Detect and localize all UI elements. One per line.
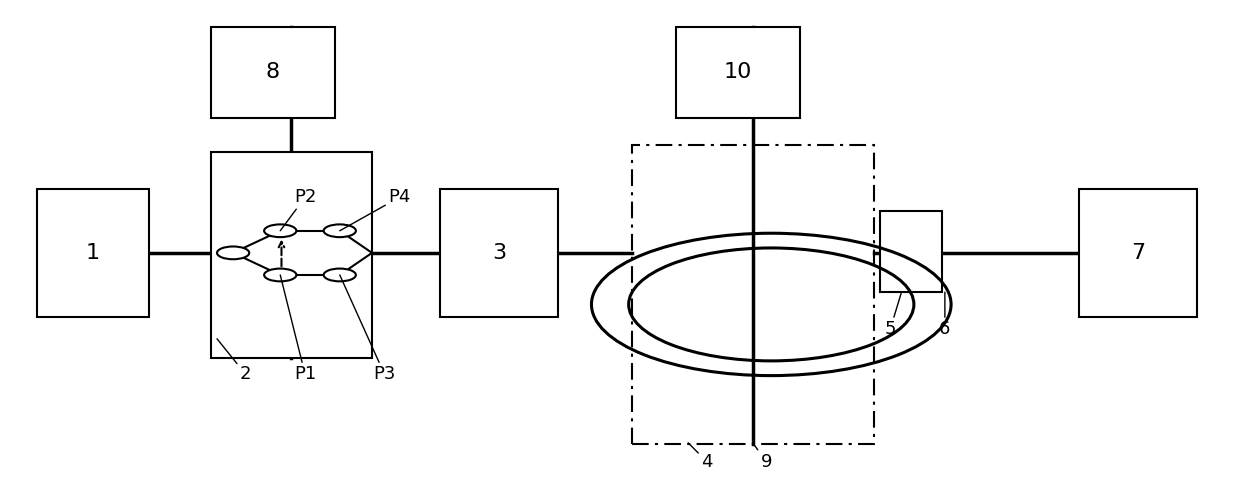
Text: 5: 5 — [884, 292, 901, 338]
Circle shape — [217, 246, 249, 259]
Text: P1: P1 — [280, 275, 316, 383]
Bar — [1079, 189, 1197, 317]
Text: 8: 8 — [265, 62, 280, 82]
Text: 1: 1 — [86, 243, 100, 263]
Bar — [632, 145, 874, 444]
Text: 10: 10 — [724, 62, 751, 82]
Circle shape — [264, 269, 296, 281]
Bar — [37, 189, 149, 317]
Text: 9: 9 — [753, 443, 773, 470]
Bar — [880, 211, 942, 292]
Bar — [676, 27, 800, 118]
Text: P3: P3 — [340, 275, 396, 383]
Circle shape — [324, 224, 356, 237]
Bar — [440, 189, 558, 317]
Text: 7: 7 — [1131, 243, 1145, 263]
Text: P2: P2 — [280, 189, 316, 231]
Text: 3: 3 — [492, 243, 506, 263]
Text: 2: 2 — [217, 339, 252, 383]
Text: P4: P4 — [340, 189, 410, 231]
Text: 6: 6 — [939, 292, 951, 338]
Text: 4: 4 — [688, 443, 713, 470]
Circle shape — [264, 224, 296, 237]
Bar — [211, 27, 335, 118]
Bar — [211, 152, 372, 358]
Circle shape — [324, 269, 356, 281]
